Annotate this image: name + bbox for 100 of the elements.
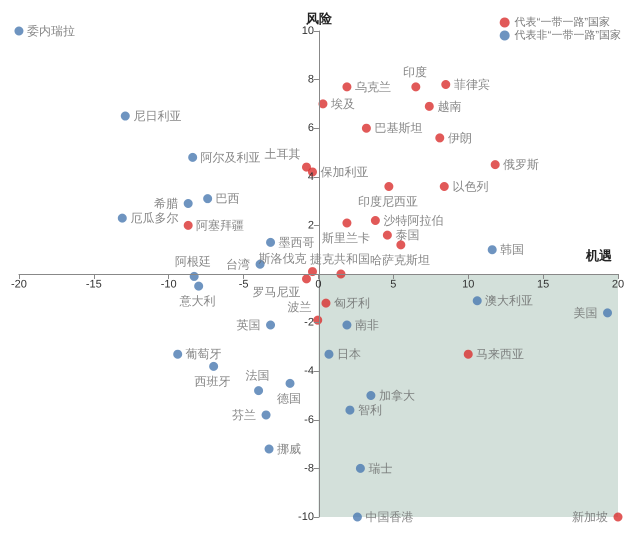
x-tick-label: 20	[612, 278, 624, 290]
point	[266, 320, 276, 330]
x-tick-label: -5	[238, 278, 248, 290]
data-label: 罗马尼亚	[252, 284, 300, 299]
data-label: 乌克兰	[354, 80, 391, 94]
data-label: 英国	[236, 318, 261, 332]
point	[302, 274, 311, 284]
point	[342, 82, 352, 92]
data-label: 阿塞拜疆	[196, 218, 244, 232]
point	[603, 308, 612, 318]
point	[118, 214, 127, 223]
point	[194, 282, 204, 291]
data-label: 以色列	[452, 180, 488, 194]
point	[321, 298, 330, 308]
x-tick-label: -20	[10, 278, 27, 290]
legend-label: 代表非“一带一路”国家	[514, 28, 621, 42]
data-label: 哈萨克斯坦	[370, 252, 430, 267]
x-tick-label: 5	[390, 278, 396, 290]
point	[440, 182, 449, 192]
y-tick-label: 8	[308, 74, 314, 86]
y-tick-label: 10	[302, 25, 314, 37]
y-tick-label: -6	[304, 414, 314, 426]
data-label: 意大利	[178, 294, 216, 308]
data-label: 保加利亚	[320, 164, 368, 179]
data-label: 阿根廷	[175, 254, 212, 268]
point	[262, 410, 271, 420]
point	[614, 512, 622, 522]
data-label: 希腊	[154, 196, 178, 211]
point	[173, 350, 182, 359]
data-label: 芬兰	[232, 408, 256, 422]
x-tick-label: -15	[86, 278, 102, 290]
data-label: 委内瑞拉	[26, 24, 75, 38]
y-tick-label: -8	[304, 462, 314, 474]
x-tick-label: 10	[462, 278, 474, 290]
data-label: 西班牙	[194, 374, 231, 388]
point	[472, 296, 482, 306]
x-axis-title: 机遇	[585, 248, 613, 263]
point	[342, 320, 352, 330]
data-label: 埃及	[330, 96, 355, 111]
data-label: 阿尔及利亚	[200, 150, 261, 164]
data-label: 厄瓜多尔	[130, 211, 178, 226]
point	[302, 162, 311, 172]
data-label: 斯洛伐克	[258, 252, 306, 266]
point	[424, 102, 434, 111]
data-label: 印度尼西亚	[358, 194, 418, 209]
data-label: 智利	[358, 403, 382, 418]
point	[209, 362, 218, 371]
x-tick-label: 15	[536, 278, 550, 290]
legend-label: 代表“一带一路”国家	[514, 16, 610, 28]
point	[266, 238, 276, 247]
point	[264, 444, 274, 454]
point	[411, 82, 420, 92]
data-label: 南非	[354, 318, 379, 332]
data-label: 波兰	[288, 300, 312, 314]
data-label: 德国	[277, 391, 302, 406]
data-label: 巴西	[216, 192, 240, 206]
point	[184, 220, 193, 230]
point	[435, 133, 444, 142]
point	[396, 240, 406, 250]
point	[286, 378, 295, 388]
y-tick-label: 6	[308, 122, 314, 134]
data-label: 墨西哥	[278, 235, 315, 250]
point	[14, 26, 24, 36]
point	[203, 194, 212, 204]
point	[382, 230, 392, 240]
point	[318, 99, 328, 108]
data-label: 越南	[437, 99, 462, 114]
point	[352, 512, 362, 522]
point	[464, 350, 473, 359]
data-label: 葡萄牙	[186, 347, 222, 362]
y-tick-label: -4	[304, 365, 314, 378]
point	[490, 160, 500, 170]
data-label: 澳大利亚	[485, 294, 534, 308]
point	[488, 245, 497, 254]
point	[366, 391, 376, 400]
point	[184, 199, 193, 208]
point	[384, 182, 394, 192]
data-label: 土耳其	[264, 147, 300, 162]
y-tick-label: -2	[304, 316, 314, 329]
data-label: 斯里兰卡	[322, 230, 370, 245]
point	[120, 112, 130, 121]
point	[345, 406, 354, 415]
point	[308, 267, 317, 276]
data-label: 加拿大	[378, 388, 415, 402]
data-label: 台湾	[226, 257, 250, 272]
data-label: 印度	[402, 64, 427, 79]
point	[342, 218, 352, 228]
data-label: 美国	[574, 306, 598, 320]
data-label: 菲律宾	[454, 77, 490, 92]
data-label: 法国	[246, 368, 270, 383]
data-label: 泰国	[395, 228, 420, 242]
data-label: 中国香港	[365, 510, 414, 524]
data-label: 马来西亚	[476, 347, 524, 362]
data-label: 挪威	[277, 442, 302, 456]
data-label: 日本	[336, 347, 361, 362]
data-label: 瑞士	[368, 461, 392, 476]
point	[362, 124, 371, 133]
point	[370, 216, 380, 226]
data-label: 尼日利亚	[133, 109, 182, 124]
point	[356, 464, 365, 473]
